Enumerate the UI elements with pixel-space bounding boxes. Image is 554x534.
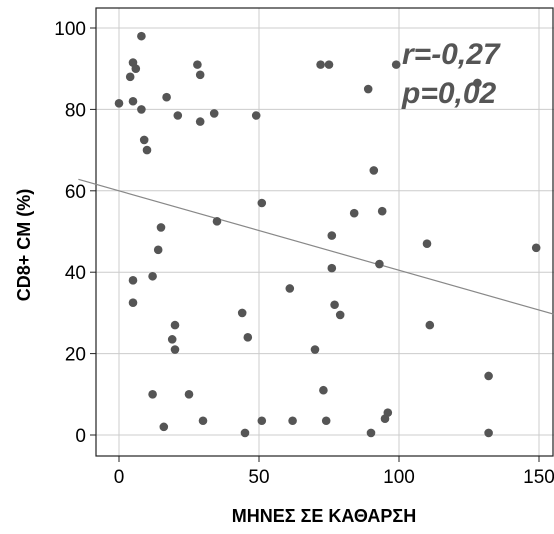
data-point (319, 385, 328, 395)
data-point (288, 416, 297, 426)
data-point (167, 335, 177, 344)
data-point (137, 31, 146, 41)
data-point (170, 345, 180, 354)
data-point (251, 111, 261, 120)
data-point (257, 416, 267, 426)
data-point (153, 245, 163, 255)
data-point (195, 117, 205, 126)
regression-line (78, 178, 554, 315)
data-point (114, 98, 124, 108)
data-point (142, 145, 152, 155)
data-point (193, 60, 202, 69)
data-point (484, 428, 493, 438)
data-point (327, 231, 337, 240)
y-tick-label: 80 (65, 100, 86, 121)
data-point (170, 320, 180, 330)
data-point (321, 416, 331, 426)
data-point (128, 96, 138, 106)
data-point (422, 239, 432, 249)
data-point (131, 64, 141, 73)
data-point (184, 390, 194, 399)
y-axis-title: CD8+ CM (%) (14, 189, 34, 302)
data-point (243, 333, 253, 342)
y-tick-label: 60 (65, 182, 86, 203)
data-point (285, 284, 295, 293)
data-point (369, 166, 379, 175)
data-point (156, 223, 166, 232)
data-point (473, 78, 482, 88)
x-axis-title: ΜΗΝΕΣ ΣΕ ΚΑΘΑΡΣΗ (232, 506, 416, 526)
x-tick-label: 150 (523, 467, 554, 488)
data-point (391, 60, 401, 69)
x-tick-label: 0 (114, 467, 125, 488)
correlation-annotation: r=-0,27 (402, 38, 501, 71)
data-point (324, 60, 334, 69)
grid-layer (96, 8, 554, 456)
data-point (375, 259, 384, 269)
x-tick-label: 100 (383, 467, 415, 488)
points-layer (114, 31, 541, 438)
data-point (366, 428, 376, 438)
y-tick-label: 20 (65, 345, 86, 366)
data-point (316, 60, 325, 69)
data-point (330, 300, 339, 310)
data-point (162, 92, 171, 102)
data-point (310, 345, 320, 354)
data-point (148, 390, 157, 399)
data-point (327, 263, 337, 273)
y-axis-ticks: 0 20 40 60 80 100 (54, 19, 96, 447)
data-point (531, 243, 541, 253)
data-point (128, 276, 138, 285)
data-point (237, 308, 247, 318)
data-point (209, 109, 219, 118)
data-point (257, 198, 267, 208)
data-point (484, 371, 493, 381)
data-point (425, 320, 435, 330)
data-point (377, 206, 387, 216)
data-point (173, 111, 183, 120)
data-point (148, 271, 157, 281)
y-tick-label: 100 (54, 19, 86, 40)
data-point (212, 217, 222, 226)
x-axis-ticks: 050100150200250300 (114, 456, 554, 488)
data-point (137, 105, 146, 114)
data-point (363, 84, 373, 94)
data-point (240, 428, 250, 438)
y-tick-label: 0 (75, 426, 86, 447)
data-point (349, 208, 359, 218)
y-tick-label: 40 (65, 263, 86, 284)
data-point (125, 72, 135, 82)
data-point (195, 70, 205, 80)
data-point (198, 416, 208, 426)
data-point (139, 135, 149, 145)
x-tick-label: 50 (248, 467, 269, 488)
data-point (159, 422, 169, 432)
p-value-annotation: p=0,02 (401, 77, 497, 110)
data-point (380, 414, 390, 424)
data-point (335, 310, 345, 320)
plot-frame (95, 7, 554, 457)
data-point (128, 298, 138, 308)
